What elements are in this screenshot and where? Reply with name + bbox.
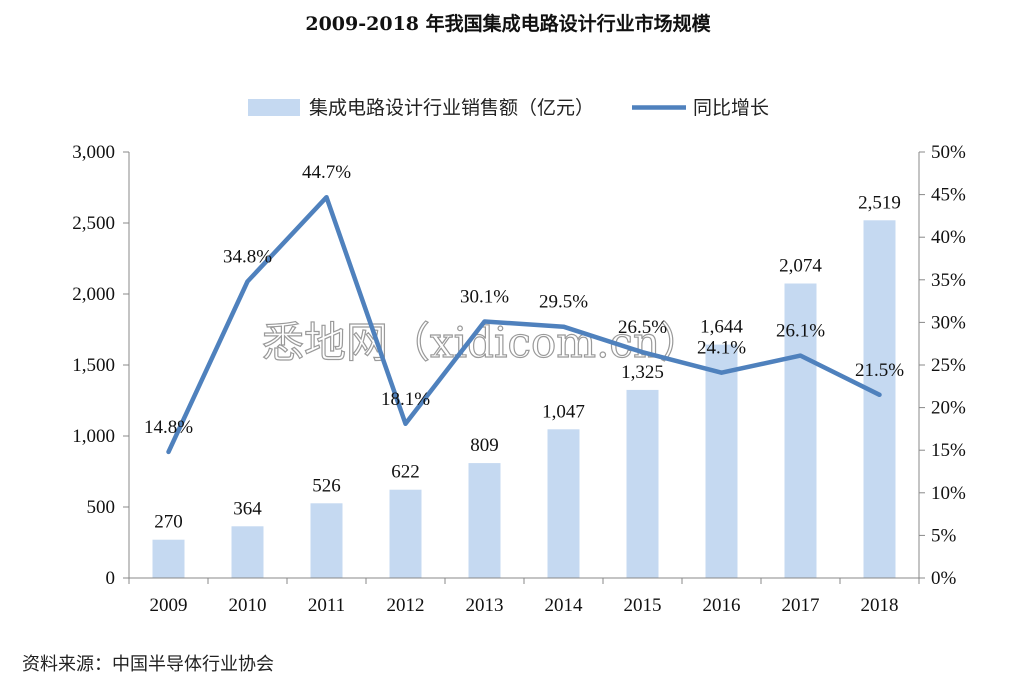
legend-bar-swatch <box>248 99 300 116</box>
growth-value-label: 24.1% <box>697 338 746 359</box>
growth-line <box>166 194 882 455</box>
left-tick-label: 1,500 <box>72 355 115 376</box>
left-tick-label: 2,500 <box>72 213 115 234</box>
legend-line-label: 同比增长 <box>693 97 769 119</box>
x-tick-label: 2009 <box>150 595 188 616</box>
legend: 集成电路设计行业销售额（亿元） 同比增长 <box>248 97 769 119</box>
growth-value-label: 26.1% <box>776 321 825 342</box>
x-tick-label: 2015 <box>624 595 662 616</box>
growth-value-label: 44.7% <box>302 162 351 183</box>
bar-2015 <box>626 389 659 578</box>
x-tick-label: 2016 <box>703 595 741 616</box>
x-tick-label: 2014 <box>545 595 584 616</box>
bar-value-label: 2,074 <box>779 255 822 276</box>
bar-2014 <box>547 429 580 578</box>
x-tick-label: 2018 <box>861 595 899 616</box>
bar-value-label: 622 <box>391 462 420 483</box>
legend-bar-label: 集成电路设计行业销售额（亿元） <box>309 97 594 119</box>
right-tick-label: 50% <box>931 142 966 163</box>
bars <box>152 220 896 579</box>
left-tick-label: 2,000 <box>72 284 115 305</box>
growth-value-label: 34.8% <box>223 247 272 268</box>
source-note: 资料来源：中国半导体行业协会 <box>22 654 274 675</box>
right-tick-label: 0% <box>931 568 957 589</box>
right-tick-label: 15% <box>931 440 966 461</box>
growth-value-label: 26.5% <box>618 317 667 338</box>
bar-2018 <box>863 220 896 579</box>
ticks: 0 500 1,000 1,500 2,000 2,500 3,000 0% 5% 10% 15% 2… <box>72 142 966 616</box>
x-tick-label: 2010 <box>229 595 267 616</box>
right-tick-label: 35% <box>931 270 966 291</box>
bar-2010 <box>231 526 264 578</box>
left-tick-label: 3,000 <box>72 142 115 163</box>
bar-value-label: 809 <box>470 435 499 456</box>
left-tick-label: 1,000 <box>72 426 115 447</box>
bar-value-label: 2,519 <box>858 192 901 213</box>
data-labels: 270 364 526 622 809 1,047 1,325 1,644 2,074 2,519… <box>144 162 904 533</box>
growth-value-label: 21.5% <box>855 360 904 381</box>
right-tick-label: 10% <box>931 483 966 504</box>
x-tick-label: 2013 <box>466 595 504 616</box>
left-tick-label: 0 <box>106 568 116 589</box>
bar-value-label: 1,325 <box>621 362 664 383</box>
x-tick-label: 2011 <box>308 595 345 616</box>
bar-value-label: 1,047 <box>542 401 585 422</box>
left-tick-label: 500 <box>87 497 116 518</box>
growth-value-label: 18.1% <box>381 389 430 410</box>
bar-value-label: 364 <box>233 498 262 519</box>
bar-value-label: 270 <box>154 512 183 533</box>
growth-value-label: 29.5% <box>539 292 588 313</box>
right-tick-label: 25% <box>931 355 966 376</box>
right-tick-label: 5% <box>931 525 957 546</box>
bar-2009 <box>152 539 185 578</box>
x-tick-label: 2012 <box>387 595 425 616</box>
right-tick-label: 20% <box>931 398 966 419</box>
bar-2016 <box>705 344 738 578</box>
bar-value-label: 526 <box>312 475 341 496</box>
x-tick-label: 2017 <box>782 595 820 616</box>
bar-2013 <box>468 463 501 578</box>
bar-2017 <box>784 283 817 578</box>
right-tick-label: 40% <box>931 227 966 248</box>
right-tick-label: 45% <box>931 185 966 206</box>
bar-value-label: 1,644 <box>700 317 743 338</box>
growth-line-path <box>166 194 882 455</box>
bar-2012 <box>389 489 422 578</box>
bar-2011 <box>310 503 343 578</box>
growth-value-label: 14.8% <box>144 417 193 438</box>
growth-value-label: 30.1% <box>460 287 509 308</box>
chart-title: 2009-2018 年我国集成电路设计行业市场规模 <box>305 12 711 35</box>
right-tick-label: 30% <box>931 312 966 333</box>
